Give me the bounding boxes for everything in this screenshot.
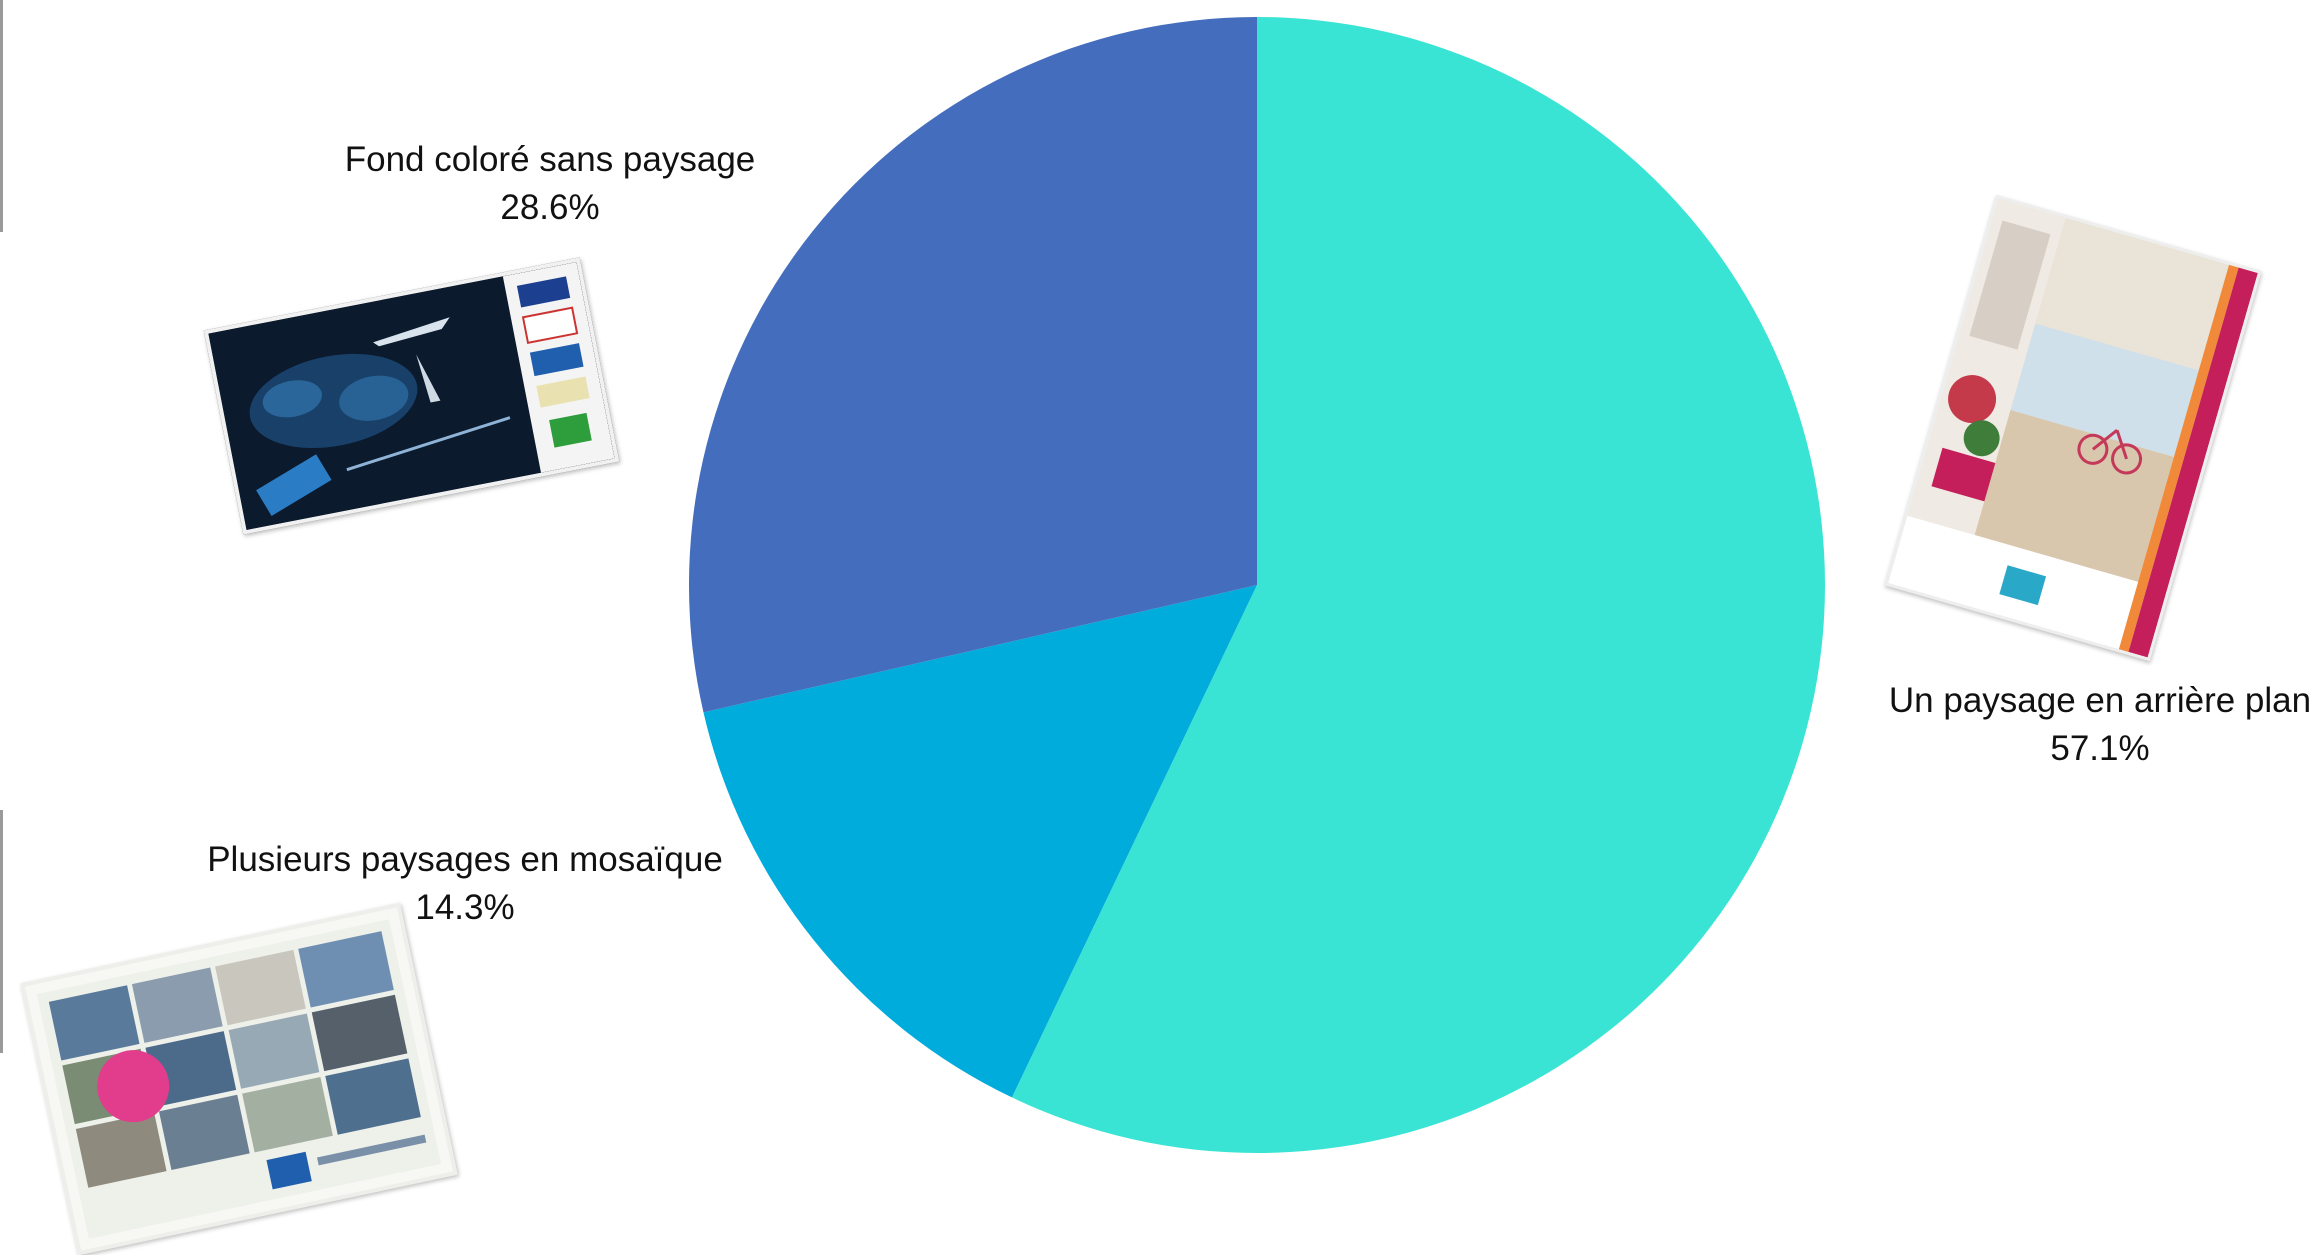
slice-label-arriere-plan-pct: 57.1% <box>2050 729 2150 768</box>
aerospace-poster-art-icon <box>208 262 615 530</box>
slice-label-fond-colore-pct: 28.6% <box>500 188 600 227</box>
slice-label-mosaique-pct: 14.3% <box>415 888 515 927</box>
slice-label-arriere-plan-name: Un paysage en arrière plan <box>1888 681 2312 720</box>
left-edge-rule-top <box>0 0 3 232</box>
slice-label-fond-colore-name: Fond coloré sans paysage <box>344 140 756 179</box>
pie-slice-arriere-plan <box>1011 17 1825 1153</box>
aerospace-poster-thumbnail <box>203 257 620 535</box>
mosaic-poster-thumbnail <box>20 902 458 1255</box>
slice-label-mosaique-name: Plusieurs paysages en mosaïque <box>207 840 723 879</box>
beach-brochure-art-icon <box>1888 198 2258 658</box>
mosaic-poster-art-icon <box>36 919 442 1239</box>
left-edge-rule-bottom <box>0 810 3 1053</box>
slice-label-mosaique: Plusieurs paysages en mosaïque 14.3% <box>195 836 735 932</box>
pie-slice-fond-colore <box>689 16 1257 713</box>
beach-brochure-thumbnail <box>1884 194 2262 662</box>
pie-slice-mosaique <box>703 585 1257 1098</box>
slice-label-arriere-plan: Un paysage en arrière plan 57.1% <box>1880 677 2317 773</box>
slice-label-fond-colore: Fond coloré sans paysage 28.6% <box>330 136 770 232</box>
